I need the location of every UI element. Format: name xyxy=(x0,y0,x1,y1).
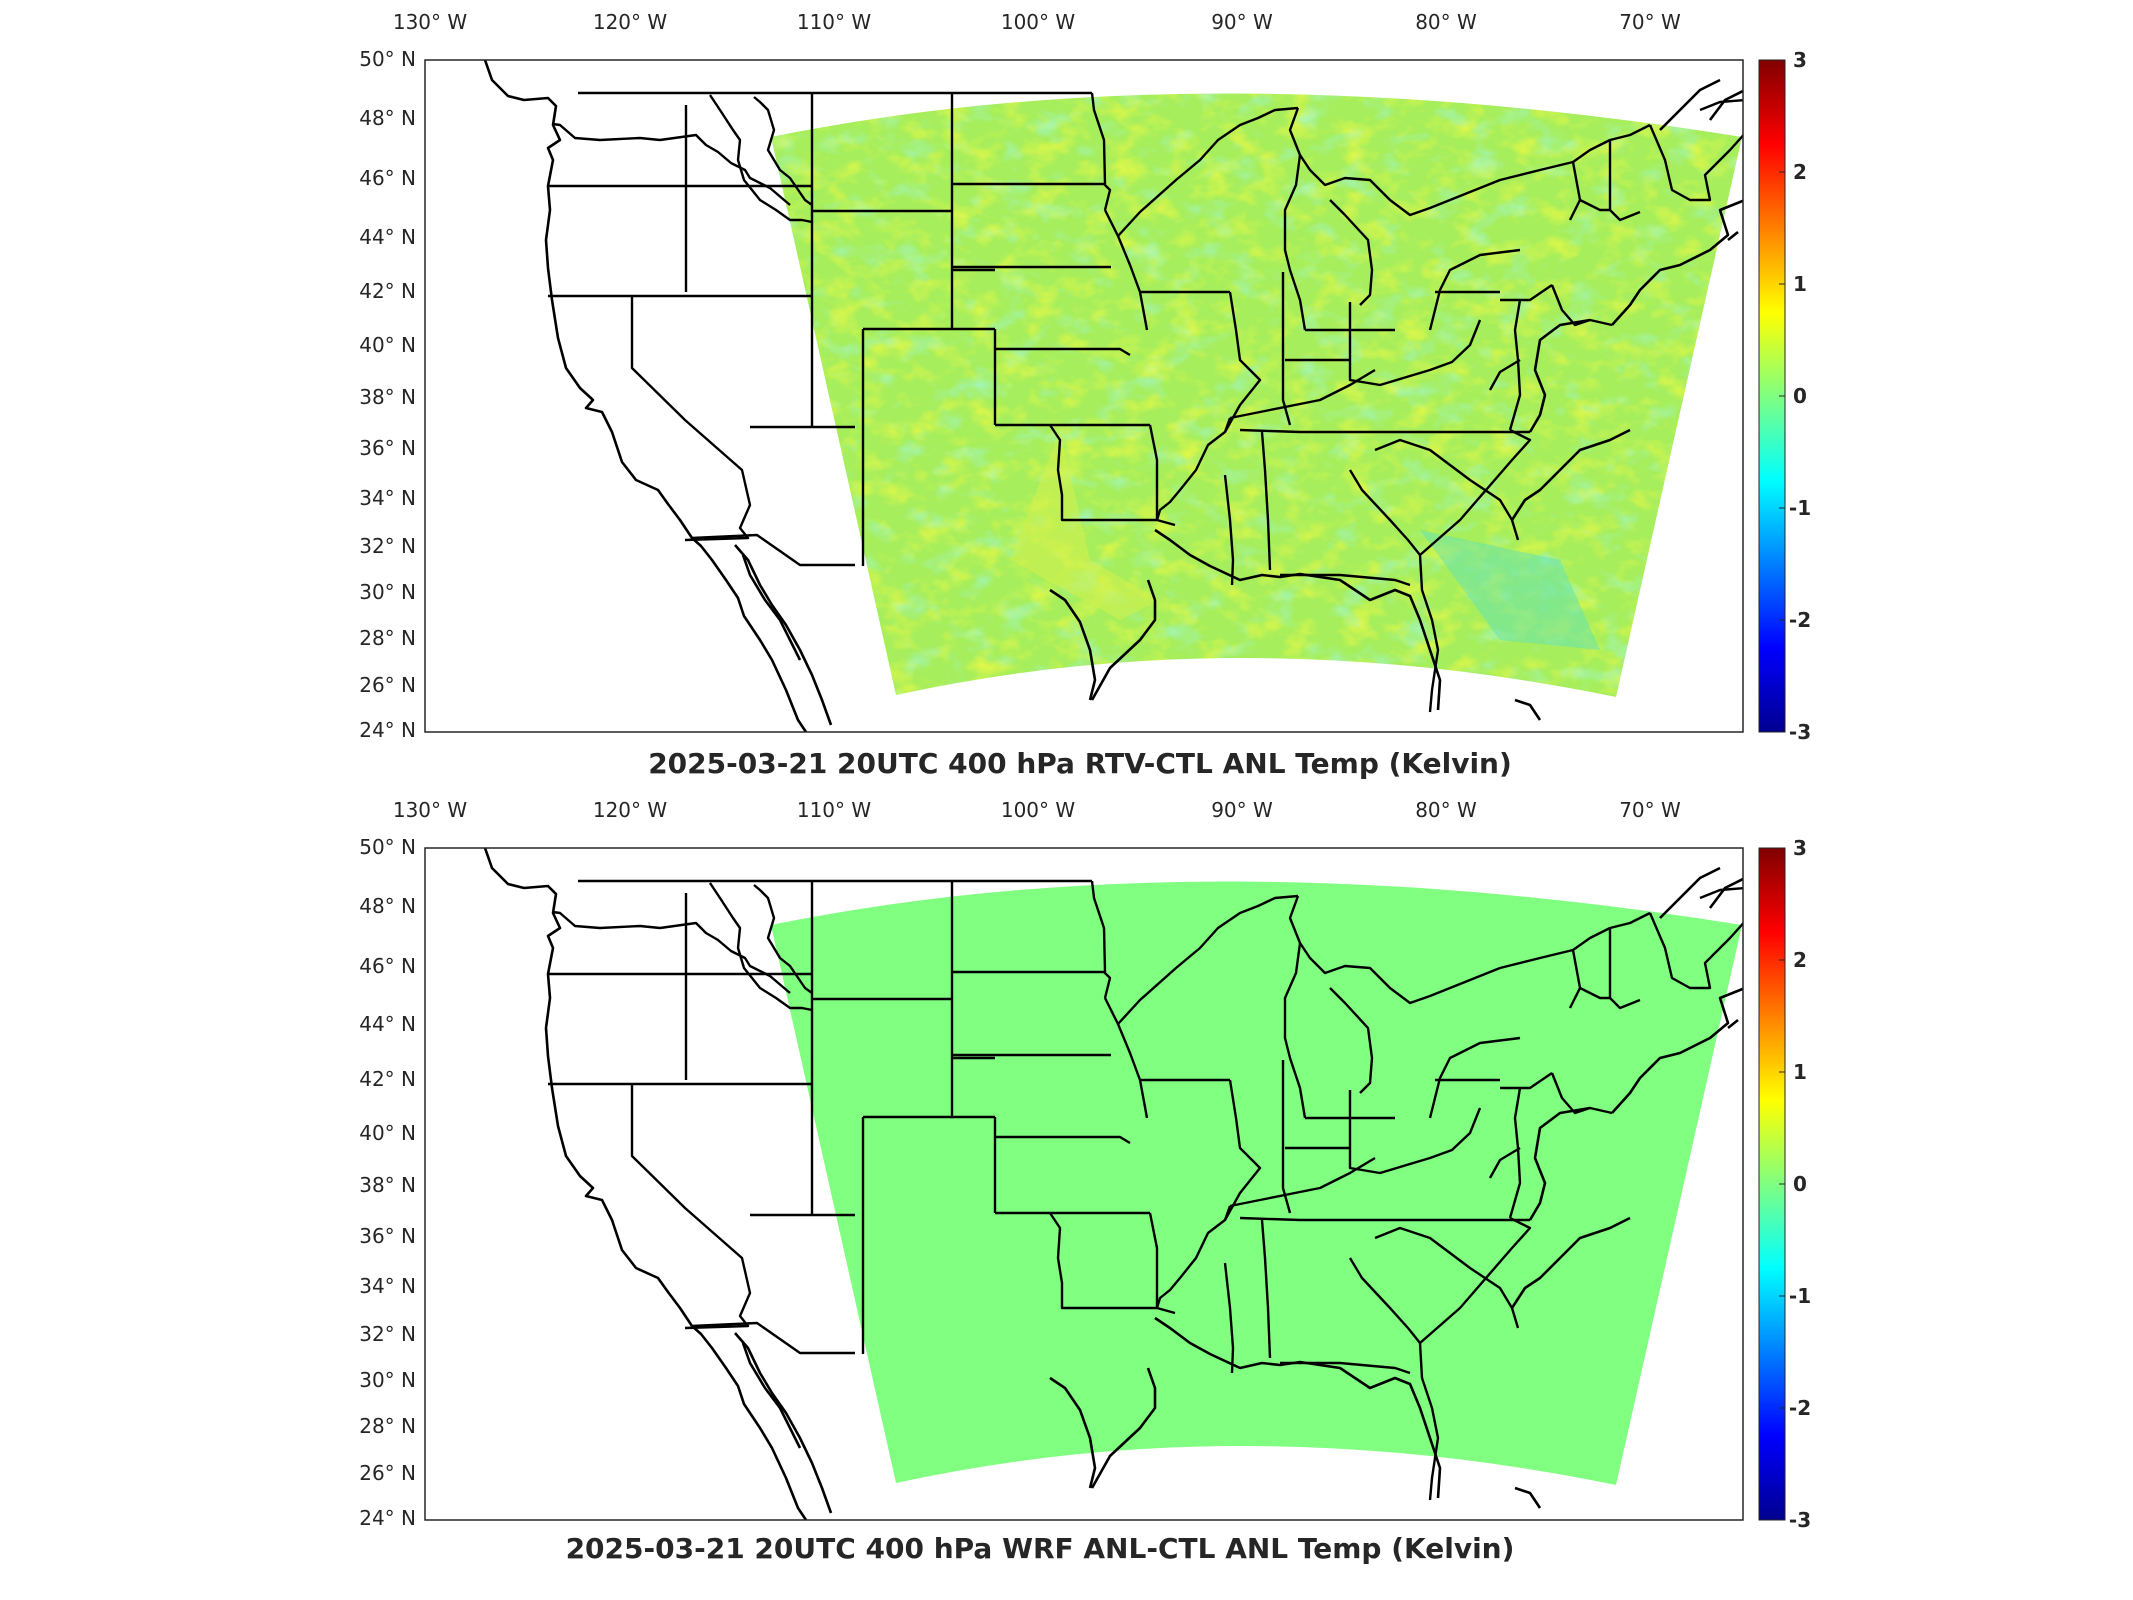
lat-tick-label: 44° N xyxy=(359,225,416,249)
lon-axis-top: 130° W 120° W 110° W 100° W 90° W 80° W 70° W xyxy=(393,10,1681,34)
plot-frame-top xyxy=(424,59,1744,733)
lat-tick-label: 38° N xyxy=(359,1173,416,1197)
plot-frame-bottom xyxy=(424,847,1744,1521)
colorbar-tick-label: 3 xyxy=(1793,48,1807,72)
colorbar-tick-label: -1 xyxy=(1789,1284,1811,1308)
colorbar-tick-label: -3 xyxy=(1789,720,1811,744)
map-borders-top xyxy=(483,60,1743,732)
lon-tick-label: 80° W xyxy=(1415,10,1477,34)
colorbar-tick-label: 2 xyxy=(1793,160,1807,184)
colorbar-tick-label: 1 xyxy=(1793,272,1807,296)
colorbar-tick-label: 0 xyxy=(1793,384,1807,408)
data-field-bottom xyxy=(771,881,1742,1485)
lat-tick-label: 48° N xyxy=(359,894,416,918)
colorbar-tick-label: 1 xyxy=(1793,1060,1807,1084)
map-figure-bottom: 130° W 120° W 110° W 100° W 90° W 80° W 70° W … xyxy=(359,798,1811,1565)
lat-tick-label: 24° N xyxy=(359,1506,416,1530)
lat-tick-label: 28° N xyxy=(359,1414,416,1438)
map-panel-rtv-ctl: 130° W 120° W 110° W 100° W 90° W 80° W 70° W … xyxy=(0,0,2133,790)
lon-tick-label: 90° W xyxy=(1211,10,1273,34)
lon-tick-label: 70° W xyxy=(1619,798,1681,822)
lon-tick-label: 120° W xyxy=(593,10,668,34)
lat-tick-label: 40° N xyxy=(359,333,416,357)
panel-title-top: 2025-03-21 20UTC 400 hPa RTV-CTL ANL Tem… xyxy=(648,747,1512,780)
lon-tick-label: 70° W xyxy=(1619,10,1681,34)
lat-tick-label: 30° N xyxy=(359,580,416,604)
lat-tick-label: 48° N xyxy=(359,106,416,130)
lon-tick-label: 80° W xyxy=(1415,798,1477,822)
lat-tick-label: 24° N xyxy=(359,718,416,742)
lat-tick-label: 42° N xyxy=(359,1067,416,1091)
map-figure-top: 130° W 120° W 110° W 100° W 90° W 80° W 70° W … xyxy=(359,10,1811,780)
lat-tick-label: 28° N xyxy=(359,626,416,650)
colorbar-ticks-bottom: 3 2 1 0 -1 -2 -3 xyxy=(1779,836,1811,1532)
colorbar-tick-label: 0 xyxy=(1793,1172,1807,1196)
lat-tick-label: 34° N xyxy=(359,1274,416,1298)
lat-tick-label: 36° N xyxy=(359,1224,416,1248)
lon-tick-label: 120° W xyxy=(593,798,668,822)
lon-axis-bottom: 130° W 120° W 110° W 100° W 90° W 80° W 70° W xyxy=(393,798,1681,822)
panel-title-bottom: 2025-03-21 20UTC 400 hPa WRF ANL-CTL ANL… xyxy=(566,1532,1515,1565)
lon-tick-label: 100° W xyxy=(1001,10,1076,34)
colorbar-ticks-top: 3 2 1 0 -1 -2 -3 xyxy=(1779,48,1811,744)
colorbar-tick-label: 2 xyxy=(1793,948,1807,972)
lon-tick-label: 100° W xyxy=(1001,798,1076,822)
lon-tick-label: 130° W xyxy=(393,10,468,34)
lat-tick-label: 26° N xyxy=(359,1461,416,1485)
lat-tick-label: 44° N xyxy=(359,1012,416,1036)
lat-tick-label: 38° N xyxy=(359,385,416,409)
lat-tick-label: 34° N xyxy=(359,486,416,510)
lat-tick-label: 32° N xyxy=(359,534,416,558)
colorbar-tick-label: 3 xyxy=(1793,836,1807,860)
lat-tick-label: 30° N xyxy=(359,1368,416,1392)
lon-tick-label: 130° W xyxy=(393,798,468,822)
colorbar-tick-label: -3 xyxy=(1789,1508,1811,1532)
lat-tick-label: 50° N xyxy=(359,835,416,859)
lat-axis-bottom: 50° N 48° N 46° N 44° N 42° N 40° N 38° N 36° N… xyxy=(359,835,416,1530)
lon-tick-label: 110° W xyxy=(797,10,872,34)
lon-tick-label: 90° W xyxy=(1211,798,1273,822)
colorbar-tick-label: -2 xyxy=(1789,1396,1811,1420)
colorbar-tick-label: -2 xyxy=(1789,608,1811,632)
lat-tick-label: 46° N xyxy=(359,954,416,978)
lat-tick-label: 46° N xyxy=(359,166,416,190)
lat-tick-label: 40° N xyxy=(359,1121,416,1145)
lat-tick-label: 32° N xyxy=(359,1322,416,1346)
lat-axis-top: 50° N 48° N 46° N 44° N 42° N 40° N 38° N 36° N… xyxy=(359,47,416,742)
lat-tick-label: 42° N xyxy=(359,279,416,303)
map-panel-wrf-ctl: 130° W 120° W 110° W 100° W 90° W 80° W 70° W … xyxy=(0,790,2133,1580)
lon-tick-label: 110° W xyxy=(797,798,872,822)
lat-tick-label: 36° N xyxy=(359,436,416,460)
map-borders-bottom xyxy=(483,848,1743,1520)
colorbar-tick-label: -1 xyxy=(1789,496,1811,520)
lat-tick-label: 26° N xyxy=(359,673,416,697)
lat-tick-label: 50° N xyxy=(359,47,416,71)
